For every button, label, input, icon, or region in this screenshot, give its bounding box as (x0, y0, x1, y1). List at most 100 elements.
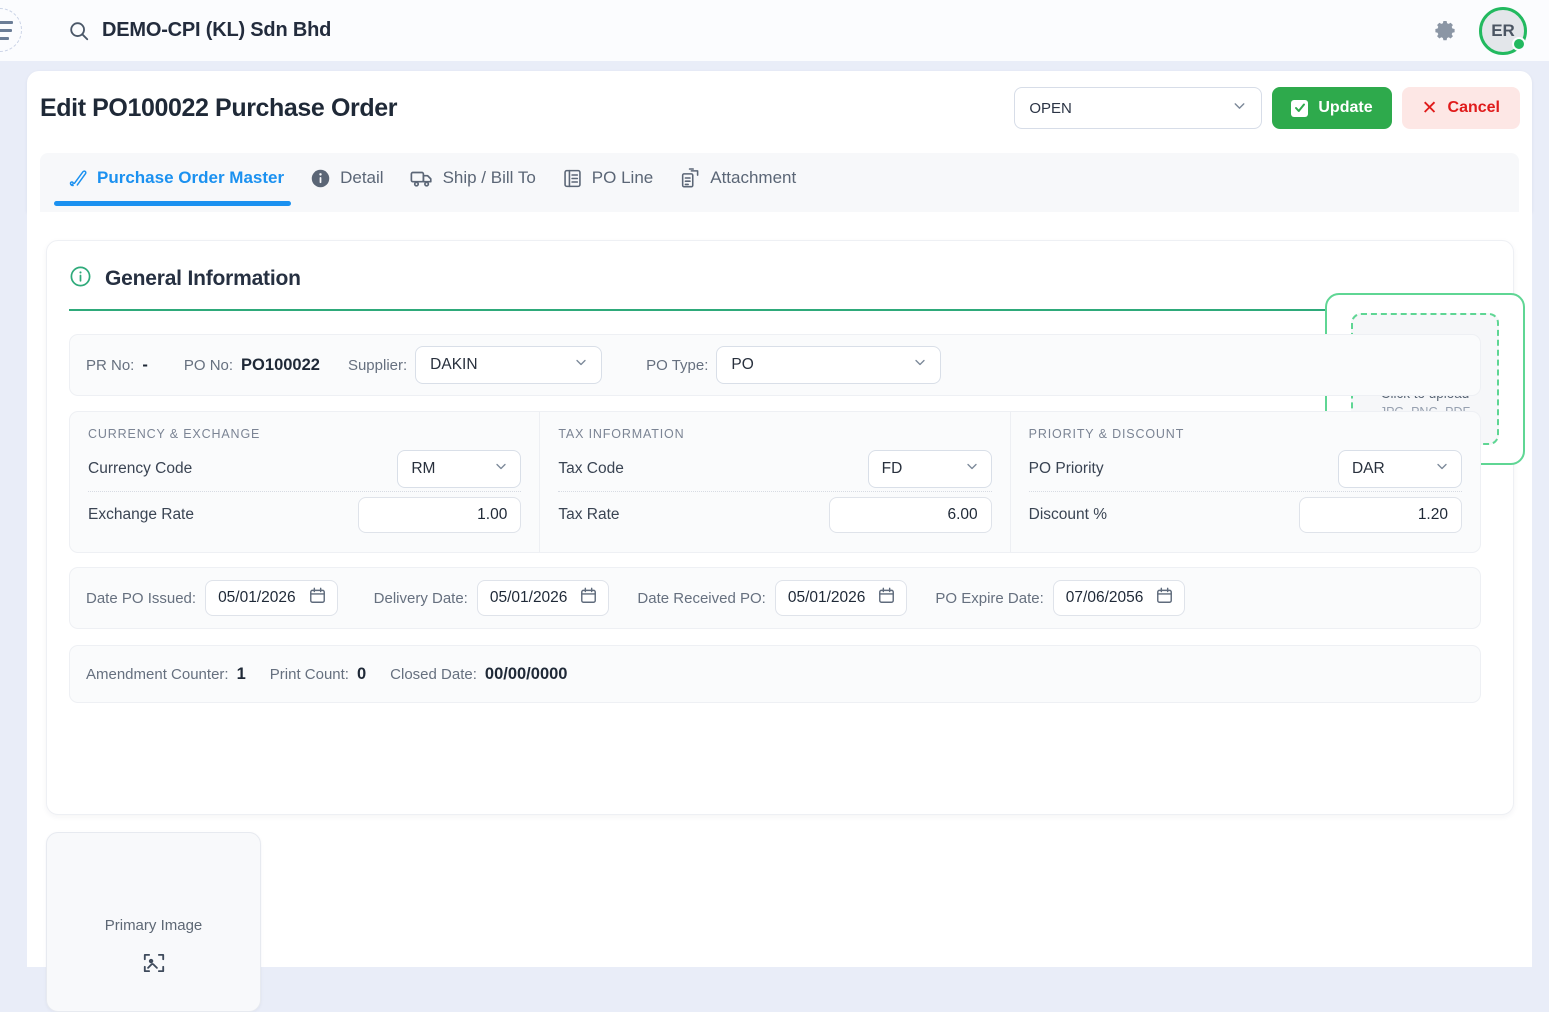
section-header: General Information (69, 265, 301, 293)
date-value: 05/01/2026 (489, 589, 568, 606)
chevron-down-icon (493, 459, 509, 480)
calendar-icon[interactable] (579, 586, 598, 610)
update-label: Update (1318, 99, 1373, 116)
search-icon (68, 20, 90, 42)
date-po-issued: Date PO Issued: 05/01/2026 (86, 580, 338, 616)
field-label: Exchange Rate (88, 505, 194, 523)
chevron-down-icon (964, 459, 980, 480)
list-table-icon (562, 168, 583, 189)
chevron-down-icon (1231, 98, 1248, 119)
section-title: General Information (105, 267, 301, 290)
hamburger-line (0, 28, 12, 32)
avatar-initials: ER (1491, 20, 1515, 40)
update-button[interactable]: Update (1272, 87, 1392, 129)
field-value: RM (411, 460, 436, 477)
calendar-icon[interactable] (877, 586, 896, 610)
cancel-button[interactable]: ✕ Cancel (1401, 87, 1520, 129)
chevron-down-icon (573, 355, 589, 376)
po-expire-date: PO Expire Date: 07/06/2056 (935, 580, 1186, 616)
date-po-issued-input[interactable]: 05/01/2026 (205, 580, 338, 616)
pr-no-label: PR No: (86, 356, 135, 374)
tab-label: PO Line (591, 168, 654, 187)
date-value: 07/06/2056 (1065, 589, 1144, 606)
column-currency-exchange: CURRENCY & EXCHANGE Currency Code RM Exc… (70, 412, 539, 552)
primary-image-dropzone[interactable]: Primary Image (46, 832, 261, 1012)
tab-po-line[interactable]: PO Line (549, 153, 666, 203)
general-information-card: General Information Click to upload JPG,… (46, 240, 1525, 815)
amendment-counter-label: Amendment Counter: (86, 665, 229, 683)
tab-label: Purchase Order Master (97, 168, 285, 187)
hamburger-icon[interactable] (0, 8, 22, 52)
tax-code-select[interactable]: FD (867, 450, 992, 488)
field-exchange-rate: Exchange Rate 1.00 (88, 492, 522, 537)
tax-rate-input[interactable]: 6.00 (828, 496, 992, 533)
tab-purchase-order-master[interactable]: Purchase Order Master (54, 153, 297, 206)
tab-detail[interactable]: Detail (297, 153, 396, 203)
po-type-label: PO Type: (646, 356, 709, 374)
field-tax-code: Tax Code FD (558, 447, 992, 492)
delivery-date-input[interactable]: 05/01/2026 (476, 580, 610, 616)
amendment-counter-value: 1 (236, 664, 246, 683)
cancel-label: Cancel (1447, 99, 1500, 116)
supplier-label: Supplier: (347, 356, 408, 374)
exchange-rate-input[interactable]: 1.00 (358, 496, 522, 533)
discount-percent-input[interactable]: 1.20 (1298, 496, 1462, 533)
avatar[interactable]: ER (1479, 6, 1527, 55)
tab-attachment[interactable]: Attachment (666, 153, 809, 203)
topbar-actions: ER (1433, 0, 1527, 61)
po-priority-select[interactable]: DAR (1337, 450, 1462, 488)
identifier-row: PR No: - PO No: PO100022 Supplier: DAKIN… (69, 334, 1481, 396)
field-currency-code: Currency Code RM (88, 447, 522, 492)
supplier-select[interactable]: DAKIN (415, 346, 603, 384)
details-columns: CURRENCY & EXCHANGE Currency Code RM Exc… (69, 411, 1481, 553)
date-label: Date Received PO: (637, 589, 766, 607)
tab-label: Detail (340, 168, 384, 187)
field-label: PO Priority (1028, 460, 1104, 477)
info-circle-icon (310, 168, 331, 189)
tab-label: Attachment (710, 168, 797, 187)
print-count-value: 0 (356, 664, 367, 683)
column-heading: PRIORITY & DISCOUNT (1028, 427, 1185, 441)
tab-label: Ship / Bill To (442, 168, 536, 187)
po-no-value: PO100022 (241, 355, 320, 374)
truck-icon (410, 168, 434, 189)
field-value: 1.20 (1417, 505, 1448, 523)
chevron-down-icon (912, 355, 928, 376)
close-icon: ✕ (1421, 97, 1438, 119)
info-circle-icon (69, 265, 92, 293)
closed-date-label: Closed Date: (390, 665, 477, 683)
field-label: Tax Code (558, 460, 624, 477)
column-tax-information: TAX INFORMATION Tax Code FD Tax Rate 6.0… (539, 412, 1009, 552)
date-label: Delivery Date: (373, 589, 468, 607)
check-icon (1291, 99, 1309, 117)
hamburger-line (0, 20, 13, 24)
main-content: General Information Click to upload JPG,… (27, 212, 1532, 1012)
currency-code-select[interactable]: RM (397, 450, 522, 488)
delivery-date: Delivery Date: 05/01/2026 (374, 580, 610, 616)
calendar-icon[interactable] (1155, 586, 1174, 610)
date-label: PO Expire Date: (935, 589, 1044, 607)
calendar-icon[interactable] (308, 586, 327, 610)
dates-row: Date PO Issued: 05/01/2026 Delivery Date… (69, 567, 1481, 629)
field-label: Currency Code (88, 460, 193, 477)
date-received-po: Date Received PO: 05/01/2026 (637, 580, 908, 616)
field-discount-percent: Discount % 1.20 (1029, 492, 1462, 537)
po-no-label: PO No: (183, 356, 234, 374)
print-count-label: Print Count: (269, 665, 349, 683)
date-received-po-input[interactable]: 05/01/2026 (774, 580, 908, 616)
company-name: DEMO-CPI (KL) Sdn Bhd (102, 19, 332, 41)
gear-icon[interactable] (1433, 19, 1457, 43)
top-bar: DEMO-CPI (KL) Sdn Bhd ER (0, 0, 1549, 61)
date-value: 05/01/2026 (787, 589, 866, 606)
status-select[interactable]: OPEN (1014, 87, 1263, 129)
chevron-down-icon (1434, 459, 1450, 480)
po-type-select[interactable]: PO (716, 346, 942, 384)
section-divider (69, 309, 1481, 311)
column-heading: TAX INFORMATION (558, 427, 685, 441)
global-search[interactable]: DEMO-CPI (KL) Sdn Bhd (68, 0, 331, 61)
pr-no-value: - (142, 355, 148, 374)
po-expire-date-input[interactable]: 07/06/2056 (1052, 580, 1186, 616)
page-title: Edit PO100022 Purchase Order (40, 94, 398, 122)
tab-ship-bill-to[interactable]: Ship / Bill To (397, 153, 549, 203)
field-value: FD (881, 460, 903, 477)
